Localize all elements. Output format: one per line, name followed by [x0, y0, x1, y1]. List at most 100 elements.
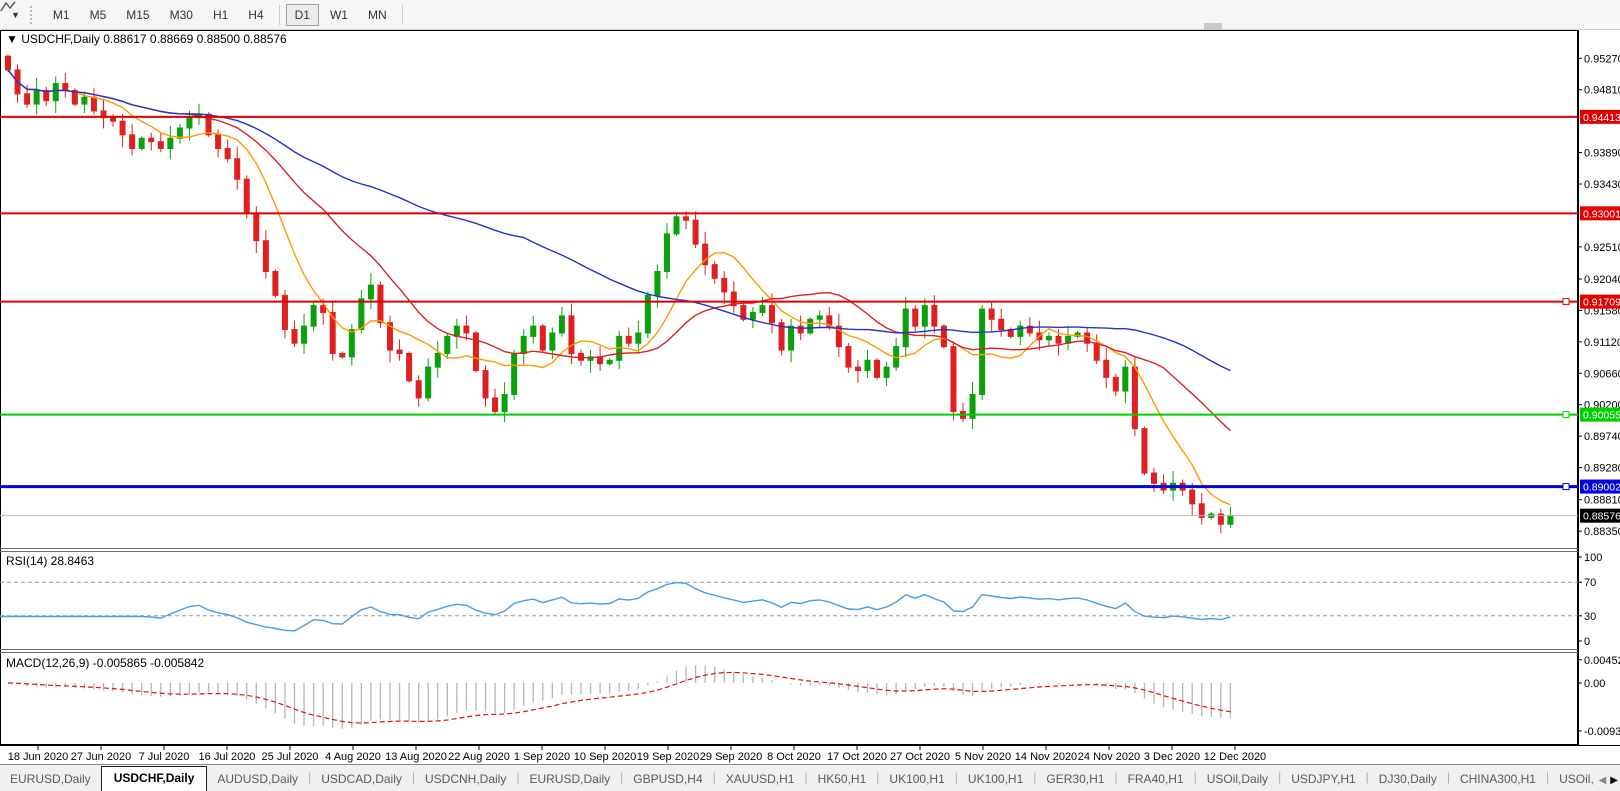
timeframe-button-M15[interactable]: M15	[117, 4, 158, 26]
symbol-tab-UK100-H1[interactable]: UK100,H1	[967, 772, 1024, 786]
symbol-tab-FRA40-H1[interactable]: FRA40,H1	[1127, 772, 1184, 786]
price-badge-label: 0.91709	[1583, 297, 1620, 309]
tab-separator: |	[1365, 770, 1369, 784]
candle-body	[234, 158, 241, 180]
candle-body	[749, 311, 756, 320]
candle-body	[358, 298, 365, 331]
date-label: 17 Oct 2020	[827, 751, 887, 763]
candle-body	[558, 315, 565, 334]
tab-separator: |	[876, 770, 880, 784]
macd-title: MACD(12,26,9) -0.005865 -0.005842	[6, 656, 204, 670]
price-tick-label: 0.93890	[1584, 148, 1620, 160]
candle-body	[931, 305, 938, 327]
candle-body	[635, 332, 642, 344]
candle-body	[329, 311, 336, 354]
toolbar-separator	[401, 4, 403, 25]
macd-tick-label: -0.00934	[1584, 726, 1620, 738]
candle-body	[921, 305, 928, 327]
candle-body	[339, 352, 346, 358]
date-label: 29 Sep 2020	[700, 751, 762, 763]
symbol-tab-GER30-H1[interactable]: GER30,H1	[1046, 772, 1105, 786]
timeframe-button-M1[interactable]: M1	[44, 4, 79, 26]
candle-body	[539, 325, 546, 351]
price-tick-label: 0.91120	[1584, 337, 1620, 349]
candle-body	[568, 315, 575, 354]
level-handle[interactable]	[1562, 411, 1570, 419]
symbol-tab-XAUUSD-H1[interactable]: XAUUSD,H1	[725, 772, 795, 786]
candle-body	[730, 291, 737, 307]
toolbar-grip[interactable]	[29, 5, 37, 24]
symbol-tab-EURUSD-Daily[interactable]: EURUSD,Daily	[529, 772, 611, 786]
candle-body	[702, 243, 709, 266]
candle-body	[167, 137, 174, 149]
timeframe-button-M30[interactable]: M30	[161, 4, 202, 26]
candle-body	[387, 322, 393, 351]
price-tick-label: 0.92040	[1584, 274, 1620, 286]
candle-body	[835, 325, 842, 348]
candle-body	[81, 96, 88, 105]
candle-body	[110, 117, 117, 122]
timeframe-button-H4[interactable]: H4	[239, 4, 272, 26]
rsi-tick-label: 0	[1584, 636, 1590, 648]
candle-body	[826, 315, 833, 327]
candle-body	[157, 141, 164, 149]
symbol-tab-EURUSD-Daily[interactable]: EURUSD,Daily	[10, 772, 91, 786]
chart-frame	[0, 30, 1578, 745]
date-label: 3 Dec 2020	[1144, 751, 1200, 763]
candle-body	[692, 219, 699, 245]
candle-body	[1055, 335, 1062, 344]
price-tick-label: 0.94810	[1584, 85, 1620, 97]
candle-body	[129, 134, 136, 149]
level-handle[interactable]	[1562, 483, 1570, 491]
symbol-tab-CHINA300-H1[interactable]: CHINA300,H1	[1459, 772, 1536, 786]
scroll-left-icon[interactable]: ◀	[1598, 775, 1607, 786]
symbol-tab-HK50-H1[interactable]: HK50,H1	[817, 772, 867, 786]
candle-body	[587, 356, 594, 361]
timeframe-button-MN[interactable]: MN	[359, 4, 396, 26]
date-label: 24 Nov 2020	[1078, 751, 1140, 763]
tab-separator: |	[1033, 770, 1037, 784]
date-label: 1 Sep 2020	[514, 751, 570, 763]
candle-body	[998, 318, 1005, 331]
candle-body	[1026, 325, 1033, 334]
candle-body	[902, 308, 909, 348]
candle-body	[1151, 472, 1157, 484]
price-badge	[1580, 294, 1620, 309]
symbol-tab-USDCNH-Daily[interactable]: USDCNH,Daily	[425, 772, 507, 786]
price-badge-label: 0.90055	[1583, 410, 1620, 422]
symbol-tab-GBPUSD-H4[interactable]: GBPUSD,H4	[633, 772, 703, 786]
crosshair-tool-icon[interactable]: ▼	[0, 1, 24, 20]
scroll-right-icon[interactable]: ▶	[1610, 775, 1618, 786]
candle-body	[1141, 428, 1148, 474]
tab-separator: |	[712, 770, 716, 784]
symbol-tab-DJ30-Daily[interactable]: DJ30,Daily	[1378, 772, 1437, 786]
candle-body	[24, 93, 31, 105]
symbol-tab-AUDUSD-Daily[interactable]: AUDUSD,Daily	[217, 772, 299, 786]
timeframe-button-D1[interactable]: D1	[285, 3, 319, 26]
symbol-tab-USDCHF-Daily[interactable]: USDCHF,Daily	[100, 766, 208, 791]
toolbar-separator	[278, 4, 280, 25]
candle-body	[5, 55, 11, 71]
price-badge	[1580, 407, 1620, 422]
symbol-tab-UK100-H1[interactable]: UK100,H1	[889, 772, 945, 786]
candle-body	[606, 359, 613, 365]
candle-body	[673, 216, 680, 235]
timeframe-button-W1[interactable]: W1	[321, 4, 357, 26]
timeframe-button-H1[interactable]: H1	[204, 4, 237, 26]
candle-body	[43, 89, 50, 102]
tab-separator: |	[1446, 770, 1450, 784]
level-handle[interactable]	[1562, 298, 1570, 306]
symbol-tab-USDJPY-H1[interactable]: USDJPY,H1	[1291, 772, 1356, 786]
symbol-tab-USOil-Daily[interactable]: USOil,Daily	[1206, 772, 1269, 786]
candle-body	[769, 305, 775, 324]
symbol-tab-USDCAD-Daily[interactable]: USDCAD,Daily	[321, 772, 402, 786]
symbol-tab-USOil-[interactable]: USOil,	[1559, 772, 1594, 786]
macd-tick-label: 0.00	[1584, 678, 1605, 690]
scrollbar-thumb[interactable]	[1204, 23, 1222, 30]
timeframe-button-M5[interactable]: M5	[81, 4, 116, 26]
candle-body	[224, 147, 231, 160]
candle-body	[52, 83, 59, 102]
date-label: 7 Jul 2020	[139, 751, 190, 763]
timeframe-button-group: M1 M5 M15 M30 H1 H4 D1 W1 MN	[43, 0, 408, 29]
tab-scroll-buttons: ◀ ▶	[1594, 775, 1618, 786]
